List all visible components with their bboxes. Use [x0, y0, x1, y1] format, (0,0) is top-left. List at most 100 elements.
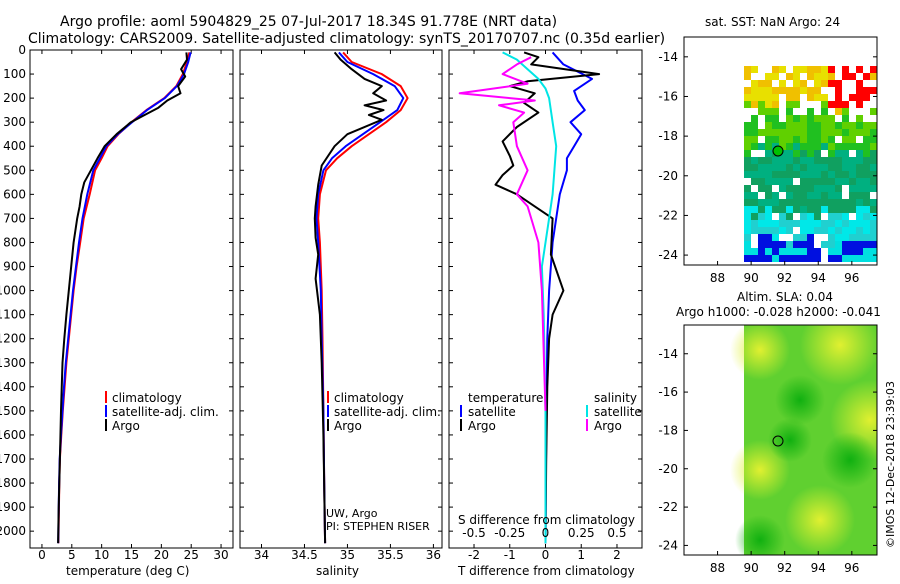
sst-cell: [800, 66, 807, 73]
sst-cell: [765, 178, 772, 185]
sst-cell: [842, 73, 849, 80]
sst-cell: [863, 122, 870, 129]
sst-cell: [849, 227, 856, 234]
legend-climatology-label: climatology: [112, 391, 182, 405]
sst-cell: [751, 80, 758, 87]
sst-cell: [800, 255, 807, 262]
sst-cell: [835, 248, 842, 255]
sst-cell: [793, 80, 800, 87]
sst-cell: [772, 157, 779, 164]
sst-cell: [856, 150, 863, 157]
sst-cell: [758, 80, 765, 87]
sst-cell: [800, 129, 807, 136]
sst-map: [683, 36, 878, 266]
sst-cell: [779, 122, 786, 129]
sst-cell: [800, 234, 807, 241]
sst-cell: [793, 101, 800, 108]
title-line-2: Climatology: CARS2009. Satellite-adjuste…: [28, 31, 665, 47]
sst-cell: [828, 185, 835, 192]
sst-cell: [758, 143, 765, 150]
sst-cell: [800, 248, 807, 255]
sst-cell: [793, 241, 800, 248]
map-lat-label: -16: [658, 385, 678, 399]
difference-series: [458, 51, 601, 544]
sst-cell: [835, 241, 842, 248]
sst-cell: [744, 87, 751, 94]
sst-cell: [758, 129, 765, 136]
sst-cell: [765, 115, 772, 122]
map-lon-label: 88: [710, 271, 725, 285]
sst-cell: [821, 164, 828, 171]
credit-line-2: PI: STEPHEN RISER: [326, 520, 430, 533]
sst-map-title: sat. SST: NaN Argo: 24: [705, 15, 840, 29]
sst-cell: [870, 185, 877, 192]
sla-blob: [822, 432, 877, 488]
legend-satellite-label: satellite-adj. clim.: [112, 405, 219, 419]
sst-cell: [758, 227, 765, 234]
sst-cell: [807, 213, 814, 220]
sst-cell: [786, 199, 793, 206]
sst-cell: [842, 213, 849, 220]
sst-cell: [751, 192, 758, 199]
sst-cell: [835, 185, 842, 192]
sst-cell: [793, 87, 800, 94]
sst-cell: [793, 192, 800, 199]
map-lon-label: 94: [811, 271, 826, 285]
sst-cell: [758, 185, 765, 192]
sst-cell: [863, 178, 870, 185]
sst-cell: [765, 73, 772, 80]
sst-cell: [779, 143, 786, 150]
sst-cell: [828, 122, 835, 129]
series-line-argo: [313, 51, 388, 544]
sst-cell: [744, 192, 751, 199]
x-tick-label: 36: [426, 548, 441, 562]
map-lon-label: 92: [777, 271, 792, 285]
sst-cell: [765, 136, 772, 143]
sst-cell: [821, 136, 828, 143]
sst-cell: [793, 136, 800, 143]
sst-cell: [779, 164, 786, 171]
map-lat-label: -18: [658, 423, 678, 437]
sst-cell: [849, 192, 856, 199]
map-lat-label: -24: [658, 248, 678, 262]
depth-tick-label: 400: [3, 139, 26, 153]
sst-cell: [793, 129, 800, 136]
sst-cell: [744, 157, 751, 164]
sst-cell: [744, 129, 751, 136]
sst-cell: [814, 87, 821, 94]
sst-cell: [849, 255, 856, 262]
sst-cell: [856, 80, 863, 87]
sst-cell: [765, 185, 772, 192]
sst-cell: [800, 136, 807, 143]
sst-cell: [828, 73, 835, 80]
s-difference-label: S difference from climatology: [458, 513, 635, 527]
temperature-x-label: temperature (deg C): [66, 564, 189, 578]
sst-cell: [744, 73, 751, 80]
sst-cell: [856, 122, 863, 129]
sst-cell: [821, 73, 828, 80]
sst-cell: [828, 213, 835, 220]
sst-cell: [800, 185, 807, 192]
sst-cell: [779, 248, 786, 255]
s-diff-tick-label: 0: [542, 526, 550, 540]
sst-cell: [863, 185, 870, 192]
sst-cell: [835, 227, 842, 234]
sst-cell: [842, 241, 849, 248]
difference-legend: temperature satellite Argo salinity sate…: [460, 391, 642, 433]
sst-cell: [751, 115, 758, 122]
sst-cell: [835, 206, 842, 213]
sst-cell: [856, 115, 863, 122]
sst-cell: [835, 101, 842, 108]
sst-cell: [870, 150, 877, 157]
sst-cell: [821, 157, 828, 164]
legend-s-satellite-label: satellite: [594, 405, 642, 419]
sst-cell: [814, 136, 821, 143]
sst-cell: [772, 171, 779, 178]
s-diff-tick-label: -0.5: [462, 526, 485, 540]
salinity-series: [313, 51, 409, 544]
sst-cell: [744, 220, 751, 227]
salinity-x-label: salinity: [316, 564, 359, 578]
sst-cell: [807, 108, 814, 115]
sst-cell: [863, 199, 870, 206]
sst-cell: [765, 220, 772, 227]
